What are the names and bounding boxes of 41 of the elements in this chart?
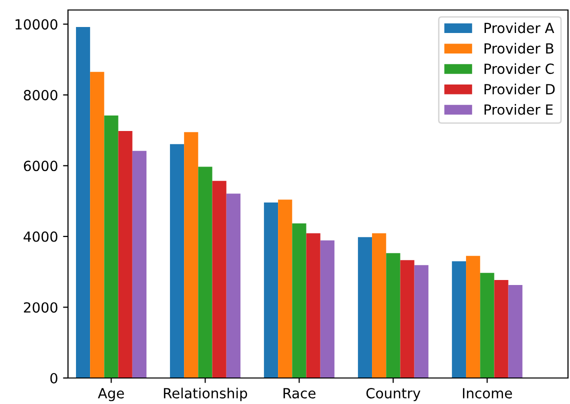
y-tick-label: 6000 bbox=[24, 160, 58, 172]
legend-label: Provider B bbox=[484, 42, 554, 54]
y-tick-label: 2000 bbox=[24, 302, 58, 313]
x-tick-label: Country bbox=[366, 388, 420, 402]
bar bbox=[414, 265, 428, 378]
bar bbox=[400, 260, 414, 378]
bar bbox=[480, 272, 494, 378]
x-tick-label: Race bbox=[284, 388, 316, 398]
bar bbox=[118, 131, 132, 378]
legend-label: Provider E bbox=[484, 104, 553, 115]
bar bbox=[372, 233, 386, 378]
bar bbox=[90, 72, 104, 378]
y-tick-label: 4000 bbox=[24, 231, 58, 242]
bar bbox=[306, 233, 320, 378]
bar bbox=[212, 180, 226, 378]
y-tick-label: 10000 bbox=[16, 19, 58, 30]
bar bbox=[184, 132, 198, 378]
bar bbox=[104, 115, 118, 378]
bar bbox=[292, 223, 306, 378]
legend-label: Provider D bbox=[484, 84, 555, 94]
bar bbox=[494, 280, 508, 378]
x-tick-label: Relationship bbox=[164, 388, 248, 402]
legend-label: Provider C bbox=[484, 63, 554, 74]
bar bbox=[278, 200, 292, 378]
bar bbox=[76, 26, 90, 378]
legend-label: Provider A bbox=[484, 22, 554, 34]
x-tick-label: Income bbox=[462, 388, 512, 398]
bar bbox=[386, 253, 400, 378]
bar bbox=[170, 144, 184, 378]
bar bbox=[264, 202, 278, 378]
bar bbox=[132, 150, 146, 378]
x-tick-label: Age bbox=[98, 388, 124, 402]
bar bbox=[466, 256, 480, 378]
bar bbox=[508, 284, 522, 378]
bar bbox=[320, 240, 334, 378]
y-tick-label: 0 bbox=[50, 372, 58, 384]
bar bbox=[452, 261, 466, 378]
bar bbox=[358, 237, 372, 378]
bar bbox=[226, 194, 240, 378]
y-tick-label: 8000 bbox=[24, 90, 58, 100]
bar bbox=[198, 166, 212, 378]
